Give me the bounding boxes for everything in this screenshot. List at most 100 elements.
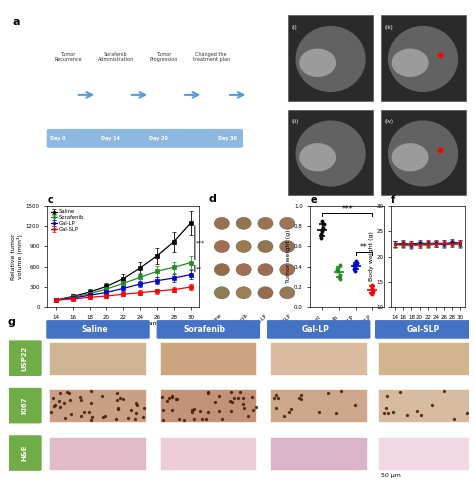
Bar bbox=[381, 16, 465, 101]
Ellipse shape bbox=[236, 218, 251, 229]
Ellipse shape bbox=[388, 120, 458, 187]
Point bbox=[403, 411, 411, 419]
Text: Gal-LP: Gal-LP bbox=[255, 313, 269, 327]
Point bbox=[274, 394, 282, 402]
Point bbox=[132, 415, 139, 423]
Bar bbox=[378, 436, 474, 470]
Point bbox=[298, 391, 305, 399]
Point bbox=[273, 405, 280, 412]
Point bbox=[270, 394, 277, 402]
Bar bbox=[378, 342, 474, 375]
Point bbox=[65, 389, 73, 397]
Text: Sorafenib: Sorafenib bbox=[184, 325, 226, 334]
Point bbox=[55, 397, 63, 405]
Text: Ki67: Ki67 bbox=[21, 397, 27, 414]
Point bbox=[49, 394, 56, 402]
Point bbox=[141, 404, 148, 412]
Point bbox=[173, 395, 181, 403]
Point bbox=[464, 409, 471, 417]
Point bbox=[249, 406, 256, 413]
Ellipse shape bbox=[392, 143, 428, 171]
Point bbox=[380, 409, 388, 417]
Text: ***: *** bbox=[196, 240, 205, 246]
Point bbox=[227, 388, 234, 396]
Bar bbox=[270, 389, 367, 422]
Point bbox=[352, 264, 359, 272]
Y-axis label: Relative tumor
volume (mm³): Relative tumor volume (mm³) bbox=[11, 233, 23, 280]
Point bbox=[239, 400, 247, 408]
Point bbox=[324, 389, 332, 397]
Text: (ii): (ii) bbox=[292, 119, 299, 124]
Point bbox=[169, 393, 176, 401]
Text: Day 30: Day 30 bbox=[218, 136, 237, 141]
Ellipse shape bbox=[280, 218, 295, 229]
Point bbox=[113, 389, 121, 397]
Text: 50 μm: 50 μm bbox=[381, 473, 401, 478]
Point bbox=[64, 388, 71, 396]
Point bbox=[173, 396, 180, 404]
Text: d: d bbox=[209, 194, 217, 204]
Bar bbox=[160, 389, 256, 422]
Point bbox=[204, 408, 212, 416]
Point bbox=[76, 393, 84, 401]
Point bbox=[244, 412, 251, 420]
Point bbox=[190, 415, 198, 423]
Point bbox=[428, 402, 436, 409]
Point bbox=[336, 273, 343, 281]
Point bbox=[336, 275, 343, 283]
Point bbox=[56, 403, 64, 411]
Text: f: f bbox=[391, 195, 395, 205]
Point bbox=[450, 415, 458, 423]
Text: (iii): (iii) bbox=[384, 25, 393, 30]
Ellipse shape bbox=[236, 287, 251, 299]
Point bbox=[471, 408, 474, 416]
Point bbox=[383, 405, 390, 412]
Point bbox=[198, 415, 206, 423]
Point bbox=[352, 257, 359, 265]
Point bbox=[196, 407, 204, 414]
Text: g: g bbox=[7, 317, 15, 327]
Bar bbox=[49, 342, 146, 375]
Text: c: c bbox=[47, 195, 53, 205]
Point bbox=[99, 392, 106, 400]
Point bbox=[228, 398, 236, 406]
Point bbox=[334, 267, 341, 274]
FancyBboxPatch shape bbox=[375, 320, 474, 339]
Text: Gal-LP: Gal-LP bbox=[301, 325, 329, 334]
Point bbox=[468, 403, 474, 411]
Text: Day 20: Day 20 bbox=[149, 136, 168, 141]
Ellipse shape bbox=[214, 218, 229, 229]
Point bbox=[77, 396, 85, 404]
Point bbox=[353, 259, 360, 267]
Point bbox=[226, 397, 234, 405]
Point bbox=[351, 265, 358, 273]
Ellipse shape bbox=[236, 241, 251, 252]
Point bbox=[159, 393, 166, 401]
Point bbox=[219, 415, 226, 423]
Point bbox=[384, 409, 392, 416]
Point bbox=[317, 230, 325, 238]
Point bbox=[337, 261, 344, 269]
Ellipse shape bbox=[280, 287, 295, 299]
Text: Tumor
Recurrence: Tumor Recurrence bbox=[54, 52, 82, 62]
Point bbox=[316, 409, 323, 416]
Point bbox=[114, 404, 121, 412]
Point bbox=[61, 414, 69, 422]
Bar bbox=[49, 436, 146, 470]
Point bbox=[237, 388, 244, 396]
Point bbox=[50, 402, 57, 410]
Point bbox=[318, 218, 326, 225]
Point bbox=[163, 397, 170, 405]
Bar bbox=[288, 16, 373, 101]
Text: Day 14: Day 14 bbox=[101, 136, 120, 141]
Point bbox=[351, 267, 359, 274]
Point bbox=[202, 415, 210, 423]
Bar bbox=[49, 389, 146, 422]
Point bbox=[188, 406, 196, 414]
Point bbox=[114, 405, 121, 412]
Point bbox=[168, 392, 176, 400]
Point bbox=[288, 405, 295, 413]
Point bbox=[215, 392, 223, 400]
Text: ***: *** bbox=[341, 205, 353, 214]
Ellipse shape bbox=[214, 241, 229, 252]
